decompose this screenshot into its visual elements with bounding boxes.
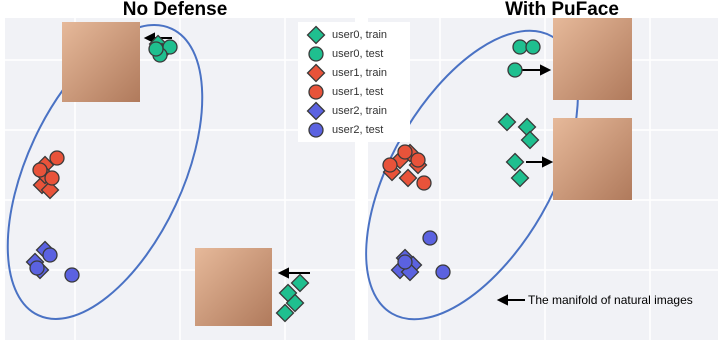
point [44,170,60,186]
point [416,175,432,191]
legend-label: user0, test [332,48,383,60]
point [382,157,398,173]
face-images [62,18,632,326]
legend-label: user2, train [332,105,387,117]
point [435,264,451,280]
annotation: The manifold of natural images [528,293,693,307]
legend-marker [308,122,324,138]
point [520,130,540,150]
point [422,230,438,246]
point [397,144,413,160]
point [290,273,310,293]
legend-marker [308,84,324,100]
face-image [195,248,272,326]
face-image [62,22,140,102]
face-image [553,18,632,100]
point [275,303,295,323]
face-image [553,118,632,200]
legend-label: user1, train [332,67,387,79]
chart-title: No Defense [123,0,228,20]
legend-marker [306,25,326,45]
legend-marker [306,101,326,121]
point [32,162,48,178]
point [49,150,65,166]
point [410,152,426,168]
point [505,152,525,172]
point [398,168,418,188]
point [512,39,528,55]
point [497,112,517,132]
legend-marker [306,63,326,83]
point [525,39,541,55]
point [40,180,60,200]
point [397,254,413,270]
legend-label: user1, test [332,86,383,98]
legend-label: user0, train [332,29,387,41]
point [507,62,523,78]
point [510,168,530,188]
point [42,247,58,263]
manifold-ellipse [6,24,204,320]
chart-title: With PuFace [505,0,619,20]
arrows [143,32,554,306]
point [285,293,305,313]
point [29,260,45,276]
point [148,41,164,57]
legend-label: user2, test [332,124,383,136]
point [64,267,80,283]
legend-marker [308,46,324,62]
